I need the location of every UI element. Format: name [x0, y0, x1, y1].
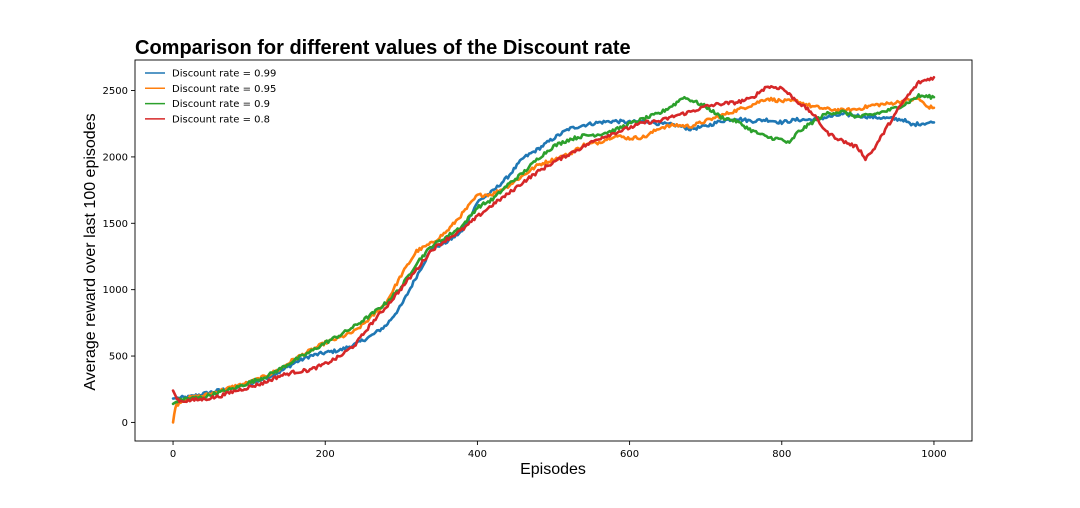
legend: Discount rate = 0.99 Discount rate = 0.95… [145, 69, 276, 125]
y-tick-label: 2500 [103, 86, 128, 97]
x-tick-label: 800 [772, 449, 791, 460]
x-tick-label: 400 [468, 449, 487, 460]
plot-frame [134, 59, 973, 442]
x-tick-label: 0 [170, 449, 176, 460]
y-tick-label: 1500 [103, 219, 128, 230]
series-line-4 [171, 75, 936, 404]
legend-label-4: Discount rate = 0.8 [172, 114, 270, 125]
x-tick-label: 1000 [921, 449, 946, 460]
chart-title: Comparison for different values of the D… [135, 37, 631, 59]
x-tick-label: 600 [620, 449, 639, 460]
plot-area: 0 200 400 600 800 1000 0 500 1000 1500 2000 2500 [103, 59, 973, 460]
legend-label-3: Discount rate = 0.9 [172, 99, 270, 110]
x-tick-label: 200 [316, 449, 335, 460]
x-axis-label: Episodes [520, 461, 586, 478]
series-line-1 [171, 111, 936, 400]
legend-label-2: Discount rate = 0.95 [172, 84, 276, 95]
legend-label-1: Discount rate = 0.99 [172, 69, 276, 80]
y-tick-label: 0 [122, 418, 128, 429]
y-tick-label: 2000 [103, 152, 128, 163]
y-axis-label: Average reward over last 100 episodes [82, 113, 99, 390]
y-tick-label: 500 [109, 352, 128, 363]
series-line-3 [171, 93, 936, 406]
y-tick-label: 1000 [103, 285, 128, 296]
